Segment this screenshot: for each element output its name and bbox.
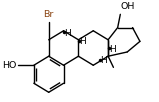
Text: H: H (64, 29, 71, 38)
Text: OH: OH (121, 2, 135, 11)
Text: H: H (109, 45, 116, 54)
Text: H: H (79, 37, 86, 46)
Text: H: H (100, 57, 107, 65)
Text: HO: HO (3, 61, 17, 70)
Text: Br: Br (44, 10, 54, 19)
